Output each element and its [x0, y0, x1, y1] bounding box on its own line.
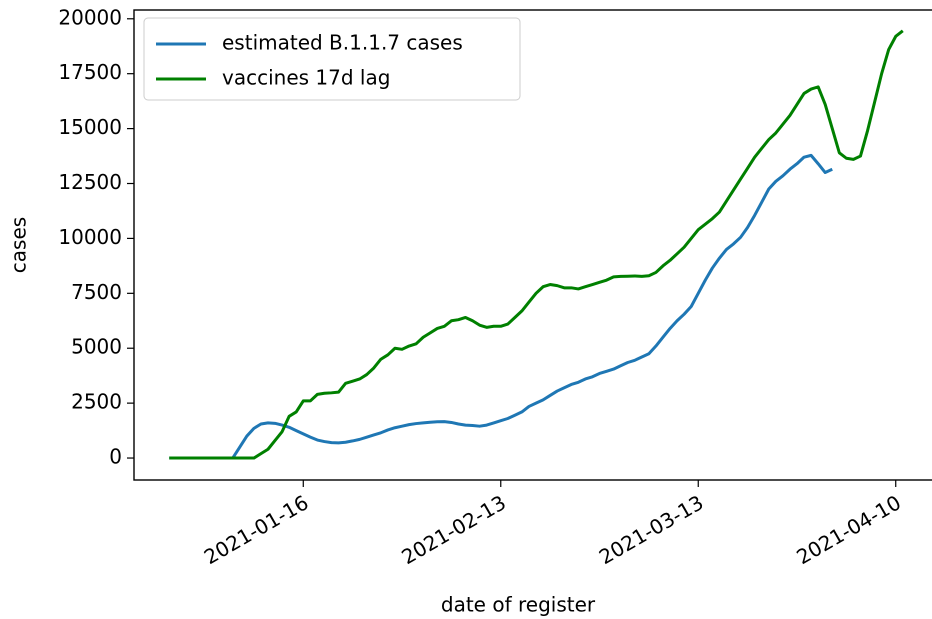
x-axis-label: date of register: [441, 593, 596, 617]
plot-frame: [133, 9, 932, 481]
y-axis-label: cases: [7, 217, 31, 273]
y-tick-label: 10000: [58, 225, 122, 249]
y-tick-label: 7500: [71, 280, 122, 304]
x-tick-label: 2021-02-13: [397, 490, 510, 569]
legend-label: vaccines 17d lag: [222, 66, 390, 90]
series-line: [169, 153, 833, 460]
y-tick-label: 2500: [71, 390, 122, 414]
y-tick-label: 15000: [58, 115, 122, 139]
y-tick-label: 17500: [58, 60, 122, 84]
x-tick-label: 2021-04-10: [792, 490, 905, 569]
legend-box: [143, 17, 521, 101]
y-tick-label: 20000: [58, 5, 122, 29]
x-tick-label: 2021-01-16: [200, 490, 313, 569]
y-tick-label: 0: [109, 445, 122, 469]
x-tick-label: 2021-03-13: [595, 490, 708, 569]
y-tick-label: 5000: [71, 335, 122, 359]
legend-label: estimated B.1.1.7 cases: [222, 31, 463, 55]
series-line: [169, 29, 904, 460]
y-tick-label: 12500: [58, 170, 122, 194]
